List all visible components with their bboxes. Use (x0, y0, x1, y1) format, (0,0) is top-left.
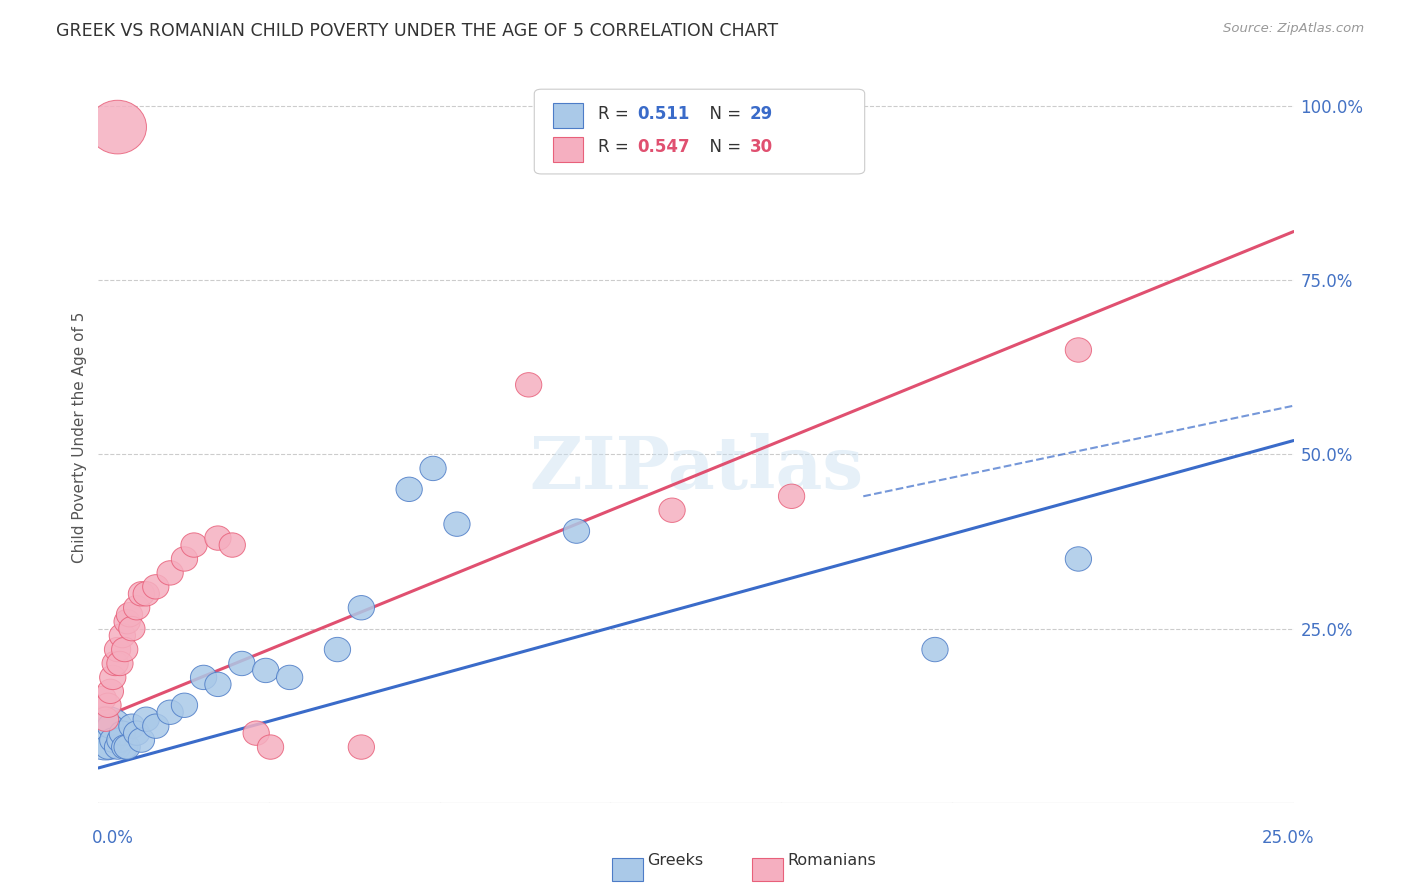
Ellipse shape (257, 735, 284, 759)
Ellipse shape (157, 700, 183, 724)
Ellipse shape (100, 728, 127, 752)
Ellipse shape (89, 100, 146, 154)
Ellipse shape (104, 638, 131, 662)
Ellipse shape (181, 533, 207, 558)
Ellipse shape (444, 512, 470, 536)
Ellipse shape (134, 707, 159, 731)
Ellipse shape (172, 693, 198, 717)
Ellipse shape (134, 582, 159, 606)
Ellipse shape (114, 609, 141, 634)
Ellipse shape (97, 714, 124, 739)
Ellipse shape (172, 547, 198, 571)
Text: N =: N = (699, 138, 747, 156)
Ellipse shape (107, 651, 134, 675)
Ellipse shape (922, 638, 948, 662)
Ellipse shape (253, 658, 278, 682)
Ellipse shape (128, 582, 155, 606)
Text: R =: R = (598, 105, 634, 123)
Text: 25.0%: 25.0% (1263, 830, 1315, 847)
Text: Greeks: Greeks (647, 854, 703, 868)
Ellipse shape (103, 651, 128, 675)
Ellipse shape (93, 707, 118, 731)
Ellipse shape (205, 526, 231, 550)
Ellipse shape (94, 735, 121, 759)
Ellipse shape (107, 728, 134, 752)
Ellipse shape (779, 484, 804, 508)
Ellipse shape (94, 693, 121, 717)
Ellipse shape (110, 721, 135, 746)
Ellipse shape (118, 714, 145, 739)
Text: Source: ZipAtlas.com: Source: ZipAtlas.com (1223, 22, 1364, 36)
Ellipse shape (128, 728, 155, 752)
Ellipse shape (124, 596, 150, 620)
Ellipse shape (77, 706, 135, 760)
Ellipse shape (142, 574, 169, 599)
Ellipse shape (229, 651, 254, 675)
Ellipse shape (396, 477, 422, 501)
Ellipse shape (420, 456, 446, 481)
Text: R =: R = (598, 138, 634, 156)
Ellipse shape (142, 714, 169, 739)
Y-axis label: Child Poverty Under the Age of 5: Child Poverty Under the Age of 5 (72, 311, 87, 563)
Text: N =: N = (699, 105, 747, 123)
Text: GREEK VS ROMANIAN CHILD POVERTY UNDER THE AGE OF 5 CORRELATION CHART: GREEK VS ROMANIAN CHILD POVERTY UNDER TH… (56, 22, 779, 40)
Ellipse shape (100, 665, 127, 690)
Ellipse shape (111, 638, 138, 662)
Text: 29: 29 (749, 105, 773, 123)
Ellipse shape (659, 498, 685, 523)
Text: 0.547: 0.547 (637, 138, 689, 156)
Ellipse shape (219, 533, 246, 558)
Ellipse shape (1066, 338, 1091, 362)
Ellipse shape (564, 519, 589, 543)
Ellipse shape (277, 665, 302, 690)
Ellipse shape (111, 735, 138, 759)
Ellipse shape (349, 596, 374, 620)
Ellipse shape (516, 373, 541, 397)
Ellipse shape (97, 679, 124, 704)
Ellipse shape (205, 673, 231, 697)
Ellipse shape (349, 735, 374, 759)
Ellipse shape (1066, 547, 1091, 571)
Ellipse shape (118, 616, 145, 640)
Text: Romanians: Romanians (787, 854, 876, 868)
Text: ZIPatlas: ZIPatlas (529, 433, 863, 504)
Ellipse shape (114, 735, 141, 759)
Ellipse shape (243, 721, 270, 746)
Ellipse shape (157, 561, 183, 585)
Ellipse shape (110, 624, 135, 648)
Text: 0.511: 0.511 (637, 105, 689, 123)
Ellipse shape (124, 721, 150, 746)
Ellipse shape (104, 735, 131, 759)
Ellipse shape (90, 686, 117, 711)
Text: 0.0%: 0.0% (91, 830, 134, 847)
Text: 30: 30 (749, 138, 772, 156)
Ellipse shape (117, 602, 142, 627)
Ellipse shape (190, 665, 217, 690)
Ellipse shape (325, 638, 350, 662)
